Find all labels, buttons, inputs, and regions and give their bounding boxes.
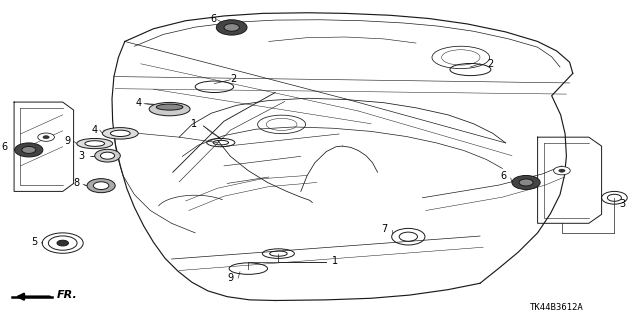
Text: 5: 5 xyxy=(31,237,37,247)
Ellipse shape xyxy=(224,24,239,31)
Ellipse shape xyxy=(111,130,130,137)
Ellipse shape xyxy=(22,146,36,153)
Ellipse shape xyxy=(512,175,540,189)
Circle shape xyxy=(559,169,565,172)
Ellipse shape xyxy=(15,143,43,157)
Circle shape xyxy=(43,136,49,139)
Ellipse shape xyxy=(93,182,109,189)
Text: 3: 3 xyxy=(620,198,626,209)
Circle shape xyxy=(38,133,54,141)
Ellipse shape xyxy=(216,20,247,35)
Ellipse shape xyxy=(77,138,113,149)
Text: 2: 2 xyxy=(488,59,494,69)
Ellipse shape xyxy=(100,152,115,159)
Text: 8: 8 xyxy=(74,178,80,189)
Text: 1: 1 xyxy=(332,256,338,266)
Text: 6: 6 xyxy=(500,171,507,181)
Ellipse shape xyxy=(95,149,120,162)
Text: 9: 9 xyxy=(64,136,70,146)
Text: 6: 6 xyxy=(1,142,8,152)
Ellipse shape xyxy=(57,240,68,246)
Ellipse shape xyxy=(102,128,138,139)
Text: FR.: FR. xyxy=(56,290,77,300)
Ellipse shape xyxy=(156,104,183,110)
Text: 9: 9 xyxy=(227,273,234,283)
Text: 4: 4 xyxy=(91,125,97,135)
Ellipse shape xyxy=(85,141,104,146)
Ellipse shape xyxy=(519,179,533,186)
Text: 1: 1 xyxy=(191,119,197,130)
Circle shape xyxy=(554,167,570,175)
Text: TK44B3612A: TK44B3612A xyxy=(530,303,584,312)
Text: 6: 6 xyxy=(210,13,216,24)
Text: 2: 2 xyxy=(230,74,237,84)
Text: 3: 3 xyxy=(78,151,84,161)
Ellipse shape xyxy=(87,179,115,193)
Ellipse shape xyxy=(149,102,190,116)
Text: 7: 7 xyxy=(381,224,388,234)
Text: 4: 4 xyxy=(136,98,142,108)
